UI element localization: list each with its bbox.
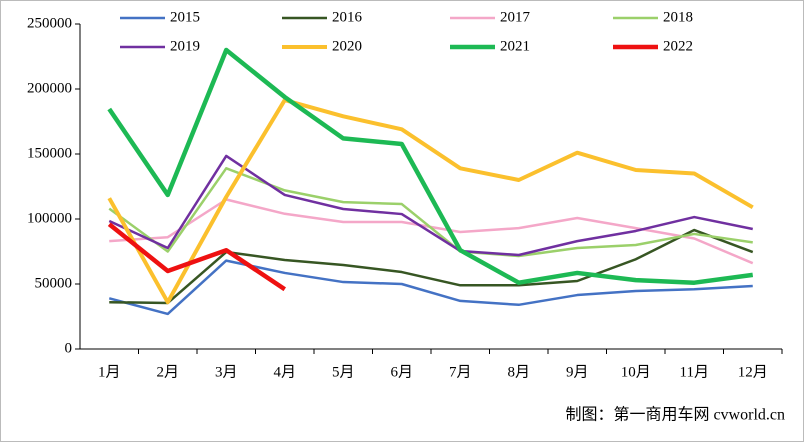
- y-tick-label: 100000: [27, 210, 72, 226]
- x-tick-label: 2月: [156, 364, 179, 380]
- series-line: [108, 154, 754, 257]
- legend-label: 2018: [663, 9, 693, 25]
- series-line: [109, 228, 754, 305]
- legend-label: 2015: [170, 9, 200, 25]
- x-tick-label: 5月: [332, 364, 355, 380]
- x-tick-label: 4月: [273, 364, 296, 380]
- x-tick-label: 8月: [507, 364, 530, 380]
- legend-label: 2016: [332, 9, 363, 25]
- series-line: [108, 259, 753, 316]
- x-tick-label: 1月: [98, 364, 121, 380]
- x-tick-label: 9月: [566, 364, 589, 380]
- series-line: [108, 167, 753, 258]
- series-line: [107, 222, 286, 292]
- x-tick-label: 7月: [449, 364, 472, 380]
- source-note: 制图：第一商用车网 cvworld.cn: [565, 406, 785, 424]
- x-tick-label: 10月: [621, 364, 651, 380]
- legend-label: 2022: [663, 38, 693, 54]
- y-tick-label: 50000: [35, 275, 73, 291]
- series-line: [107, 98, 754, 305]
- y-tick-label: 150000: [27, 145, 72, 161]
- x-tick-label: 11月: [680, 364, 709, 380]
- legend-label: 2020: [332, 38, 362, 54]
- legend-label: 2017: [500, 9, 531, 25]
- x-tick-label: 12月: [738, 364, 768, 380]
- series-line: [107, 47, 754, 285]
- x-tick-label: 6月: [390, 364, 413, 380]
- y-tick-label: 0: [65, 340, 73, 356]
- y-tick-label: 250000: [27, 15, 72, 31]
- x-tick-label: 3月: [215, 364, 238, 380]
- legend-label: 2019: [170, 38, 200, 54]
- y-tick-label: 200000: [27, 80, 72, 96]
- legend-label: 2021: [500, 38, 530, 54]
